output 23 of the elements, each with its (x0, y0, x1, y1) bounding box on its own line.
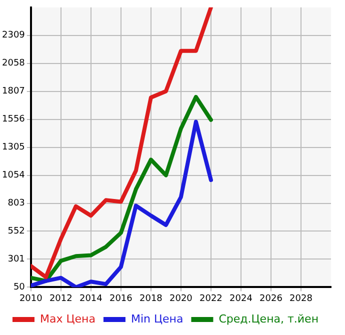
x-tick-label: 2022 (200, 294, 222, 304)
x-tick-label: 2018 (139, 294, 163, 304)
legend-label: Max Цена (40, 312, 96, 326)
x-tick-label: 2026 (260, 294, 283, 304)
x-tick-label: 2028 (290, 294, 313, 304)
y-tick-label: 1054 (2, 170, 26, 181)
x-tick-label: 2012 (49, 294, 72, 304)
legend-label: Min Цена (130, 312, 184, 326)
y-tick-label: 1807 (2, 86, 25, 97)
y-tick-label: 1305 (2, 142, 25, 153)
y-tick-label: 301 (8, 254, 25, 265)
x-tick-label: 2020 (170, 294, 193, 304)
y-tick-label: 2309 (2, 30, 26, 41)
y-tick-label: 803 (8, 198, 25, 209)
x-tick-label: 2024 (230, 294, 253, 304)
y-tick-label: 552 (8, 226, 25, 237)
x-tick-label: 2016 (109, 294, 133, 304)
x-tick-label: 2014 (79, 294, 103, 304)
y-tick-label: 2058 (2, 58, 26, 69)
y-tick-label: 1556 (2, 114, 26, 125)
legend-label: Сред.Цена, т.йен (218, 312, 319, 326)
x-tick-label: 2010 (19, 294, 43, 304)
y-tick-label: 50 (13, 282, 26, 293)
